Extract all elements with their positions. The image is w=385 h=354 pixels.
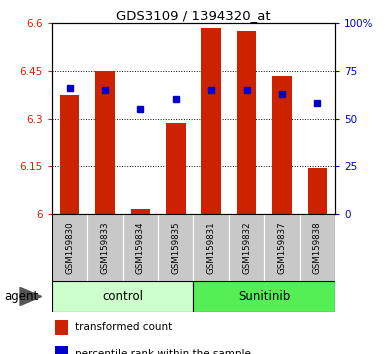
Text: GSM159833: GSM159833 — [100, 222, 110, 274]
Bar — [300, 214, 335, 281]
Bar — [55, 320, 67, 335]
Text: Sunitinib: Sunitinib — [238, 290, 290, 303]
Text: GSM159830: GSM159830 — [65, 222, 74, 274]
Bar — [60, 95, 79, 214]
Bar — [123, 214, 158, 281]
Bar — [52, 214, 87, 281]
Text: transformed count: transformed count — [75, 322, 172, 332]
Bar — [237, 31, 256, 214]
Bar — [193, 214, 229, 281]
Bar — [264, 214, 300, 281]
Text: agent: agent — [4, 290, 38, 303]
Bar — [193, 281, 335, 312]
Title: GDS3109 / 1394320_at: GDS3109 / 1394320_at — [116, 9, 271, 22]
Bar — [158, 214, 193, 281]
Bar — [272, 75, 291, 214]
Bar — [95, 71, 115, 214]
Text: GSM159831: GSM159831 — [207, 222, 216, 274]
Bar — [131, 209, 150, 214]
Bar — [55, 346, 67, 354]
Bar — [166, 123, 186, 214]
Polygon shape — [20, 287, 42, 306]
Bar — [201, 28, 221, 214]
Text: GSM159834: GSM159834 — [136, 222, 145, 274]
Text: GSM159837: GSM159837 — [277, 222, 286, 274]
Text: control: control — [102, 290, 143, 303]
Text: GSM159832: GSM159832 — [242, 222, 251, 274]
Text: GSM159838: GSM159838 — [313, 222, 322, 274]
Bar — [87, 214, 123, 281]
Text: GSM159835: GSM159835 — [171, 222, 180, 274]
Text: percentile rank within the sample: percentile rank within the sample — [75, 349, 251, 354]
Bar — [229, 214, 264, 281]
Bar — [308, 168, 327, 214]
Bar — [52, 281, 193, 312]
